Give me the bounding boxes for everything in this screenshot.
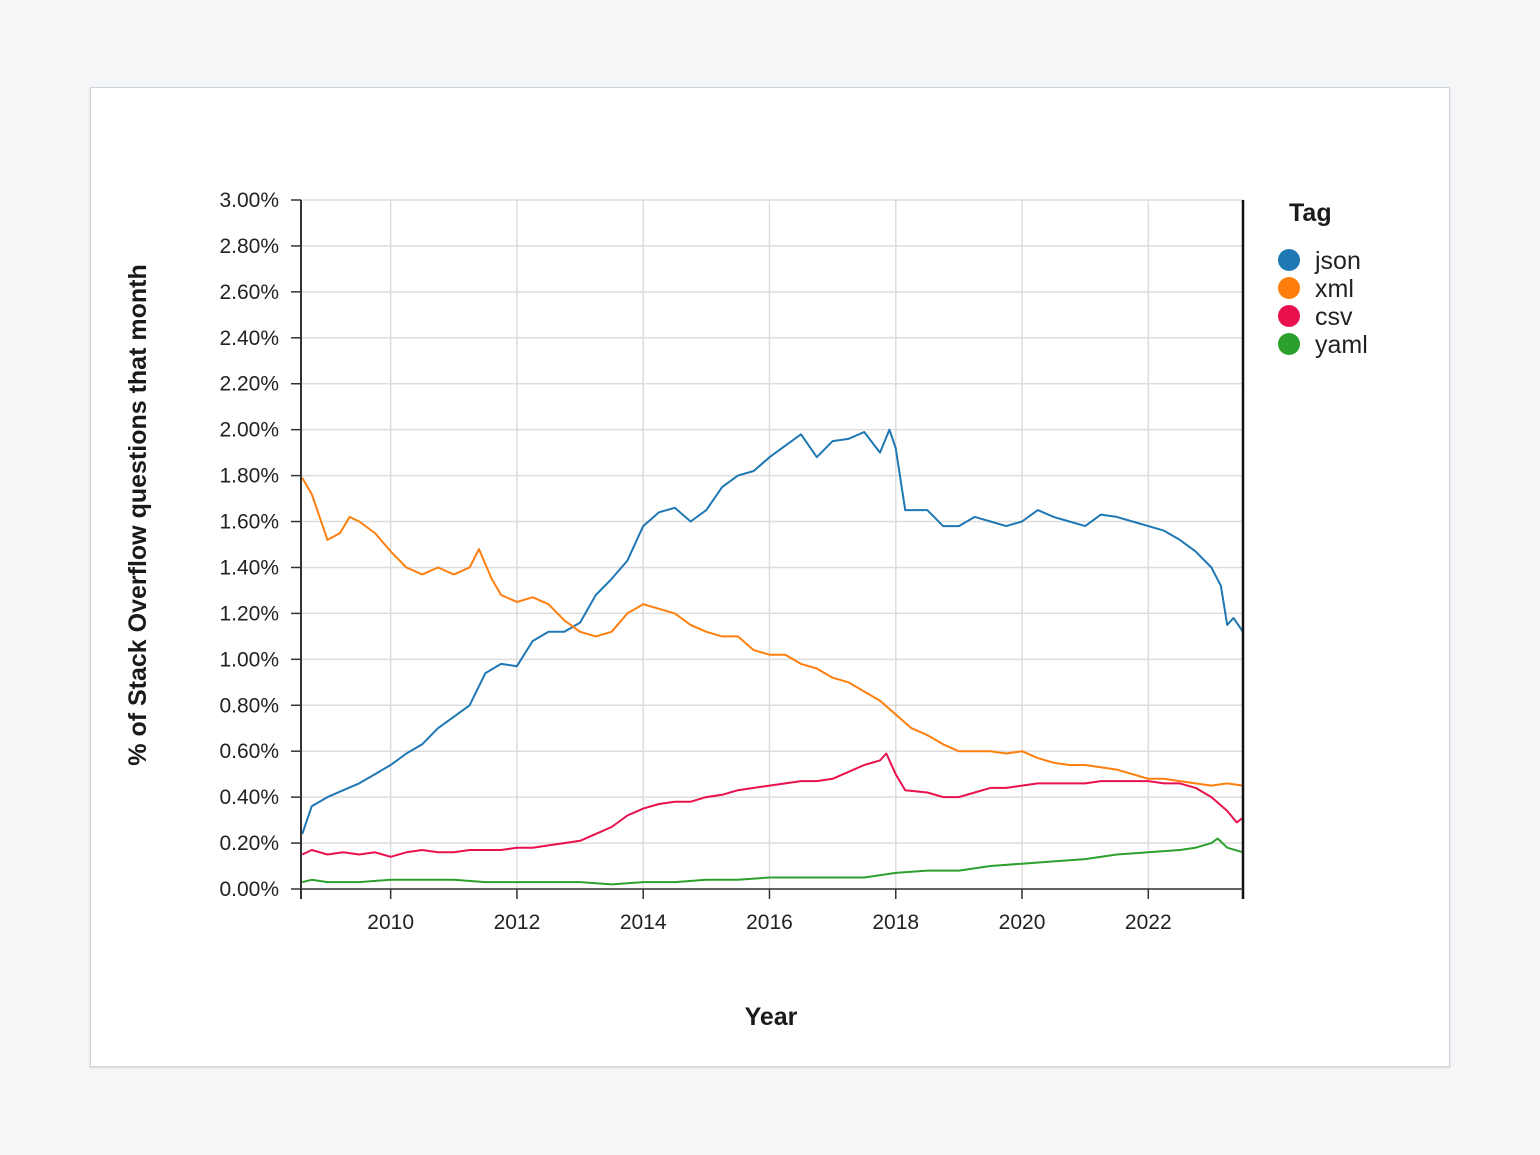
y-axis: 0.00% 0.20% 0.40% 0.60% 0.80% 1.00% 1.20% 1.40%…	[219, 189, 301, 901]
y-tick-label: 2.80%	[219, 235, 279, 258]
x-tick-label: 2020	[999, 911, 1046, 934]
y-axis-title: % of Stack Overflow questions that month	[124, 264, 152, 765]
y-tick-label: 0.40%	[219, 786, 279, 809]
legend-marker-yaml	[1278, 333, 1300, 355]
legend-title: Tag	[1289, 199, 1332, 227]
chart-card: 0.00% 0.20% 0.40% 0.60% 0.80% 1.00% 1.20% 1.40%…	[90, 87, 1450, 1067]
y-tick-label: 1.20%	[219, 602, 279, 625]
x-tick-label: 2018	[872, 911, 919, 934]
y-tick-label: 2.20%	[219, 373, 279, 396]
x-axis-title: Year	[745, 1003, 798, 1031]
legend-marker-csv	[1278, 305, 1300, 327]
series-lines	[301, 428, 1244, 886]
y-tick-label: 1.40%	[219, 556, 279, 579]
y-tick-label: 0.00%	[219, 878, 279, 901]
x-axis: 2010 2012 2014 2016 2018 2020 2022	[367, 889, 1172, 934]
y-tick-label: 1.80%	[219, 465, 279, 488]
axis-lines	[300, 200, 1245, 899]
y-tick-label: 1.60%	[219, 511, 279, 534]
legend-marker-xml	[1278, 277, 1300, 299]
legend-label-xml: xml	[1315, 275, 1354, 303]
grid	[301, 199, 1243, 890]
series-line-csv	[301, 752, 1244, 858]
x-tick-label: 2014	[620, 911, 667, 934]
legend-label-csv: csv	[1315, 303, 1353, 331]
legend-label-json: json	[1314, 247, 1361, 275]
y-tick-label: 0.60%	[219, 740, 279, 763]
y-tick-label: 0.20%	[219, 832, 279, 855]
legend-label-yaml: yaml	[1315, 331, 1368, 359]
x-tick-label: 2012	[494, 911, 541, 934]
legend-marker-json	[1278, 249, 1300, 271]
y-tick-label: 3.00%	[219, 189, 279, 212]
y-tick-label: 1.00%	[219, 648, 279, 671]
series-line-json	[301, 428, 1244, 835]
y-tick-label: 2.40%	[219, 327, 279, 350]
y-tick-label: 0.80%	[219, 694, 279, 717]
y-tick-label: 2.60%	[219, 281, 279, 304]
x-tick-label: 2022	[1125, 911, 1172, 934]
series-line-xml	[301, 477, 1244, 787]
series-line-yaml	[302, 837, 1244, 886]
x-tick-label: 2010	[367, 911, 414, 934]
x-tick-label: 2016	[746, 911, 793, 934]
line-chart: 0.00% 0.20% 0.40% 0.60% 0.80% 1.00% 1.20% 1.40%…	[124, 189, 1368, 1031]
y-tick-label: 2.00%	[219, 419, 279, 442]
